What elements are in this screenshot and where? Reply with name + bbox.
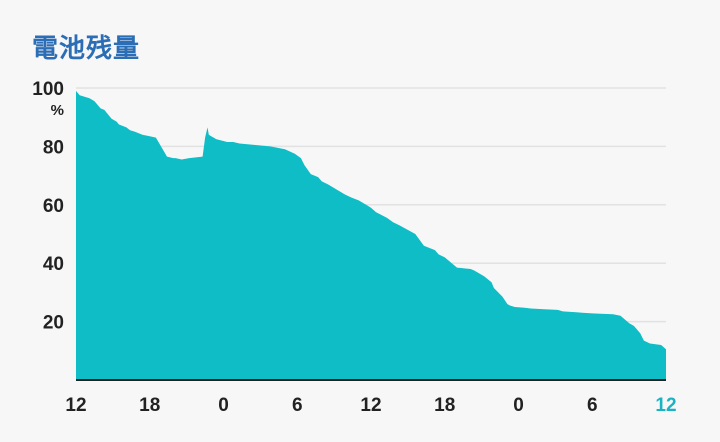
y-tick-80: 80 [43,137,64,158]
x-tick-7: 6 [587,395,598,416]
x-tick-4: 12 [360,395,381,416]
y-unit-label: % [51,102,64,119]
x-tick-0: 12 [65,395,86,416]
y-tick-labels: 20 40 60 80 100 [32,79,64,334]
x-tick-1: 18 [139,395,160,416]
battery-area [76,90,666,381]
x-tick-2: 0 [218,395,229,416]
x-tick-6: 0 [513,395,524,416]
page-title: 電池残量 [32,34,141,64]
y-tick-60: 60 [43,196,64,217]
x-tick-3: 6 [292,395,303,416]
y-tick-20: 20 [43,313,64,334]
x-tick-5: 18 [434,395,455,416]
x-tick-8: 12 [655,395,676,416]
y-tick-40: 40 [43,254,64,275]
x-tick-labels: 12 18 0 6 12 18 0 6 12 [65,395,676,416]
y-tick-100: 100 [32,79,64,100]
